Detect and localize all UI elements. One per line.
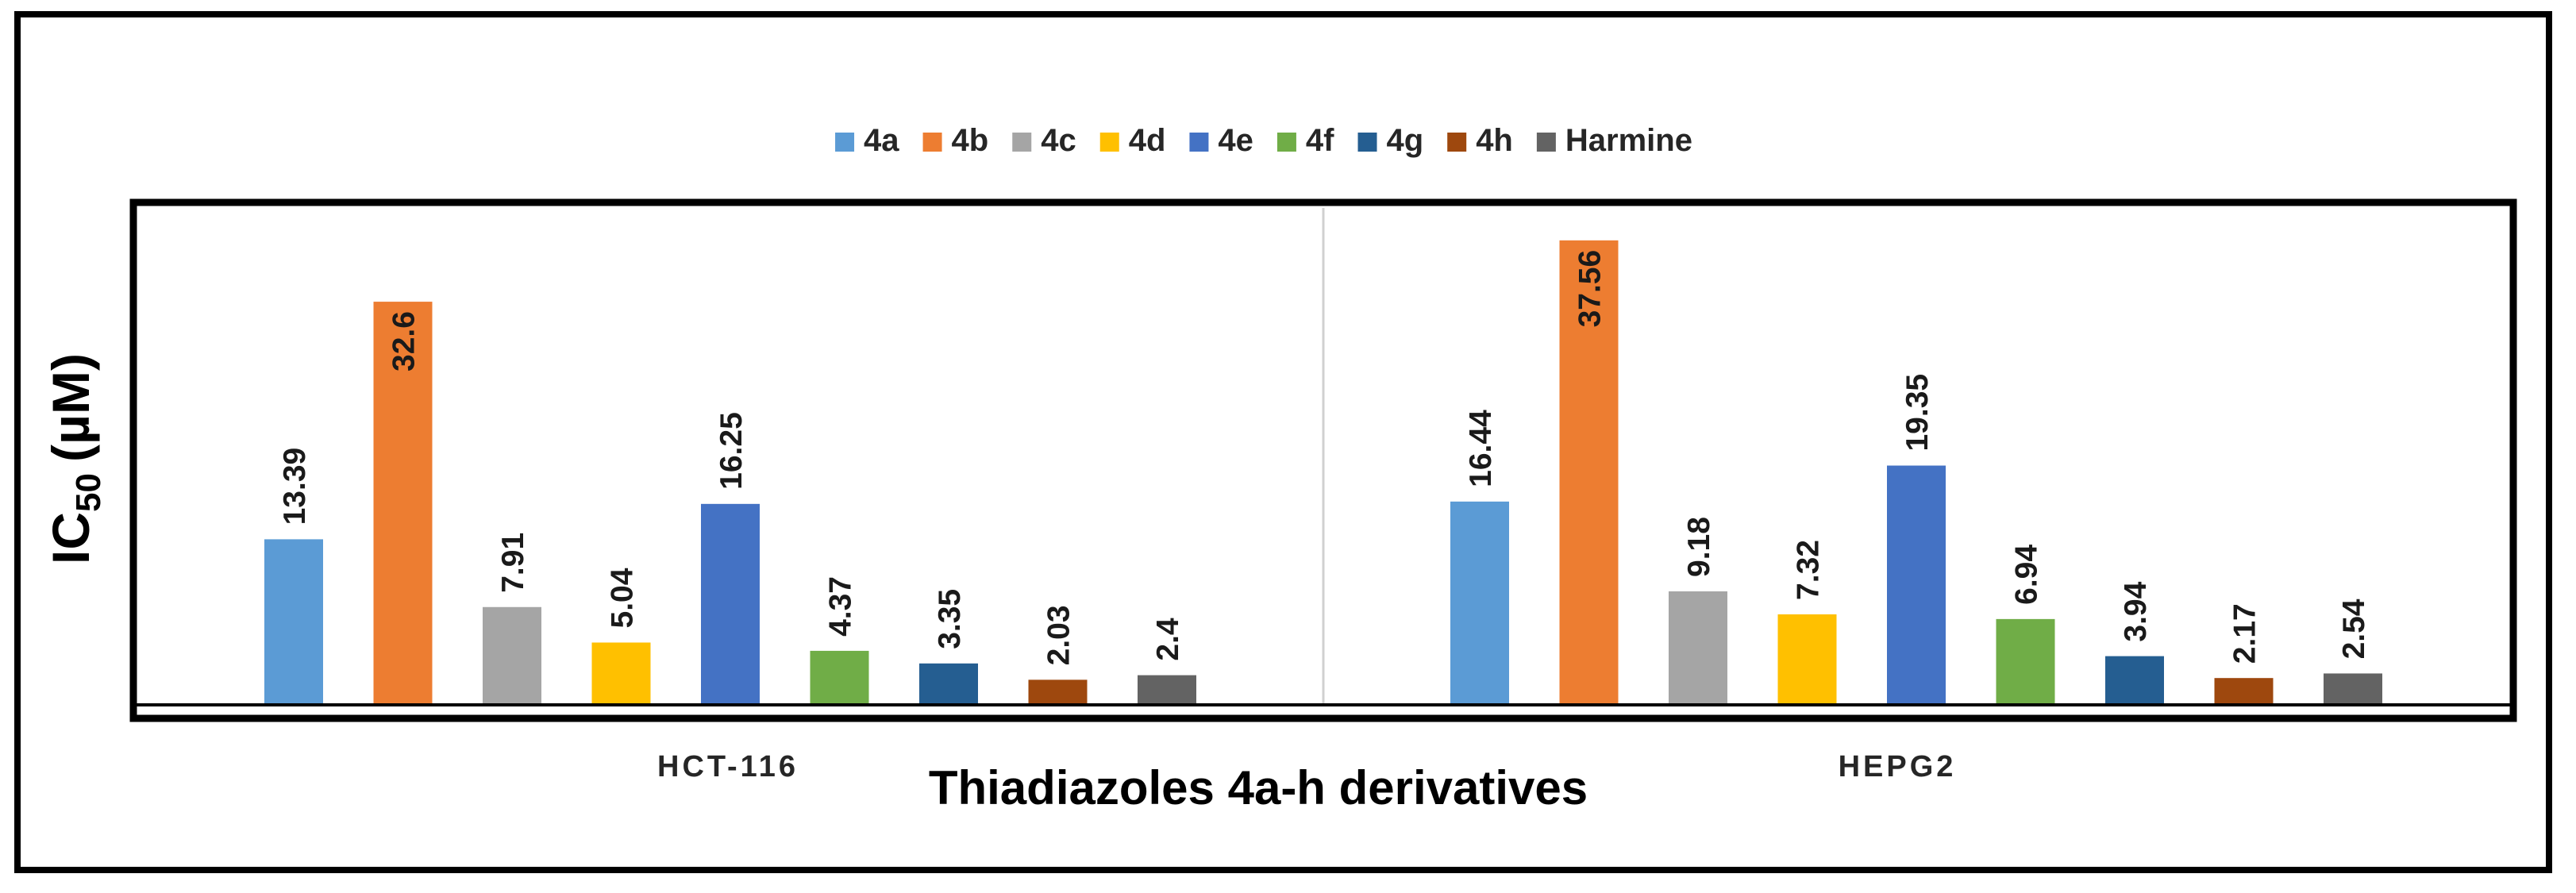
data-label-hepg2-4d: 7.32 [1792, 540, 1826, 600]
data-label-hepg2-4a: 16.44 [1464, 410, 1498, 487]
bar-hct-116-4c [483, 606, 541, 705]
bar-hepg2-4d [1777, 614, 1837, 705]
data-label-hct-116-4a: 13.39 [278, 448, 312, 525]
bar-hepg2-harmine [2324, 673, 2382, 705]
legend-item-4g: 4g [1357, 123, 1424, 158]
category-labels: HCT-116 HEPG2 [657, 750, 1957, 783]
data-label-hct-116-4f: 4.37 [824, 576, 858, 637]
legend-swatch-4h [1447, 133, 1467, 152]
data-label-hct-116-4c: 7.91 [496, 533, 530, 593]
data-label-hepg2-4b: 37.56 [1573, 250, 1608, 328]
data-label-hepg2-4f: 6.94 [2010, 545, 2044, 605]
legend-item-4h: 4h [1447, 123, 1513, 158]
data-label-hepg2-harmine: 2.54 [2337, 599, 2371, 659]
legend-label-4h: 4h [1476, 123, 1513, 158]
data-label-hct-116-4b: 32.6 [387, 311, 422, 371]
category-label-hepg2: HEPG2 [1839, 750, 1957, 783]
category-label-hct-116: HCT-116 [657, 750, 799, 783]
legend-swatch-4e [1189, 133, 1209, 152]
bar-hct-116-harmine [1138, 675, 1196, 705]
legend-item-4a: 4a [835, 123, 899, 158]
legend-label-4g: 4g [1387, 123, 1424, 158]
legend-swatch-4f [1276, 133, 1296, 152]
legend-item-4c: 4c [1012, 123, 1076, 158]
data-label-hct-116-4d: 5.04 [606, 568, 640, 628]
legend-swatch-4c [1012, 133, 1032, 152]
bar-hepg2-4h [2214, 678, 2274, 705]
bar-hct-116-4f [810, 650, 869, 705]
data-label-hepg2-4g: 3.94 [2119, 581, 2153, 641]
bar-hct-116-4d [591, 642, 651, 705]
legend-item-4b: 4b [922, 123, 989, 158]
legend-label-4e: 4e [1218, 123, 1253, 158]
data-label-hct-116-4h: 2.03 [1042, 605, 1076, 665]
data-label-hct-116-4e: 16.25 [714, 412, 749, 490]
legend-swatch-4b [922, 133, 942, 152]
legend-item-4e: 4e [1189, 123, 1253, 158]
bar-hepg2-4b [1559, 240, 1619, 705]
legend-label-harmine: Harmine [1565, 123, 1692, 158]
bar-hct-116-4e [701, 503, 760, 705]
bar-hepg2-4e [1887, 465, 1946, 705]
y-axis-title-unit: (µM) [41, 353, 100, 462]
bar-hepg2-4g [2105, 656, 2164, 705]
bars [264, 240, 2382, 705]
data-label-hepg2-4e: 19.35 [1900, 374, 1935, 452]
y-axis-title: IC50 (µM) [41, 353, 108, 564]
legend-label-4b: 4b [952, 123, 989, 158]
legend-swatch-4g [1357, 133, 1377, 152]
legend-label-4a: 4a [864, 123, 899, 158]
legend-label-4f: 4f [1306, 123, 1334, 158]
bar-hct-116-4a [264, 539, 323, 705]
legend-item-4f: 4f [1276, 123, 1334, 158]
bar-hct-116-4g [919, 663, 978, 705]
x-axis-title: Thiadiazoles 4a-h derivatives [929, 761, 1588, 814]
data-label-hepg2-4h: 2.17 [2228, 603, 2262, 664]
y-axis-title-subscript: 50 [69, 473, 108, 512]
y-axis-title-main: IC [41, 512, 100, 564]
data-label-hct-116-4g: 3.35 [933, 589, 967, 649]
bar-hepg2-4a [1450, 501, 1509, 705]
legend-item-4d: 4d [1099, 123, 1166, 158]
legend-item-harmine: Harmine [1536, 123, 1692, 158]
data-label-hct-116-harmine: 2.4 [1151, 618, 1185, 661]
legend-swatch-4d [1099, 133, 1119, 152]
legend-label-4d: 4d [1129, 123, 1166, 158]
bar-hepg2-4f [1996, 618, 2055, 705]
legend-swatch-4a [835, 133, 855, 152]
legend-label-4c: 4c [1041, 123, 1076, 158]
legend: 4a 4b 4c 4d 4e 4f 4g 4h Harmine [835, 123, 1692, 158]
data-label-hepg2-4c: 9.18 [1682, 517, 1716, 577]
bar-hct-116-4b [373, 302, 433, 705]
legend-swatch-harmine [1536, 133, 1556, 152]
bar-hepg2-4c [1669, 591, 1727, 705]
bar-labels: 13.39 32.6 7.91 5.04 16.25 4.37 3.35 2.03 2.4 16.… [278, 250, 2371, 666]
bar-hct-116-4h [1028, 679, 1088, 705]
